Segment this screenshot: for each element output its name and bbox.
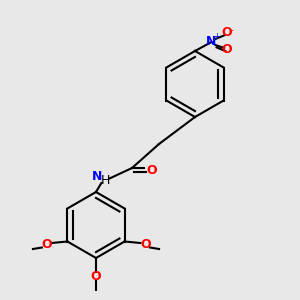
Text: O: O bbox=[221, 26, 232, 40]
Text: O: O bbox=[146, 164, 157, 178]
Text: N: N bbox=[92, 170, 103, 184]
Text: O: O bbox=[221, 43, 232, 56]
Text: H: H bbox=[100, 173, 110, 187]
Text: N: N bbox=[206, 35, 217, 49]
Text: -: - bbox=[230, 25, 234, 35]
Text: +: + bbox=[214, 32, 220, 41]
Text: O: O bbox=[140, 238, 151, 251]
Text: O: O bbox=[41, 238, 52, 251]
Text: O: O bbox=[91, 269, 101, 283]
